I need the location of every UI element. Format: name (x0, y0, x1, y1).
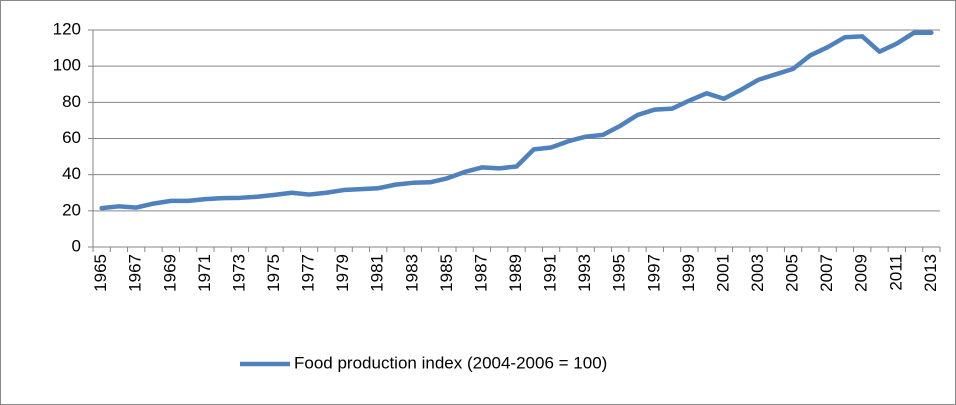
x-tick-label: 1981 (368, 254, 387, 292)
x-tick-label: 1967 (126, 254, 145, 292)
x-tick-label: 1997 (644, 254, 663, 292)
x-tick-label: 1971 (195, 254, 214, 292)
x-tick-label: 2007 (817, 254, 836, 292)
x-tick-label: 1969 (160, 254, 179, 292)
x-tick-label: 2005 (783, 254, 802, 292)
x-tick-label: 1965 (91, 254, 110, 292)
x-tick-label: 2009 (852, 254, 871, 292)
x-tick-label: 2001 (713, 254, 732, 292)
x-tick-label: 1999 (679, 254, 698, 292)
x-tick-label: 2011 (886, 254, 905, 291)
y-tick-label: 0 (72, 236, 81, 255)
x-tick-label: 1995 (610, 254, 629, 292)
x-tick-label: 1987 (471, 254, 490, 292)
x-tick-label: 1983 (402, 254, 421, 292)
x-tick-label: 1975 (264, 254, 283, 292)
x-tick-label: 1991 (541, 254, 560, 292)
x-tick-label: 1979 (333, 254, 352, 292)
y-tick-label: 40 (62, 164, 81, 183)
y-tick-label: 60 (62, 128, 81, 147)
y-tick-label: 20 (62, 200, 81, 219)
x-tick-label: 1985 (437, 254, 456, 292)
x-tick-label: 1989 (506, 254, 525, 292)
x-tick-label: 1977 (299, 254, 318, 292)
x-tick-label: 1973 (229, 254, 248, 292)
x-tick-label: 1993 (575, 254, 594, 292)
y-tick-label: 80 (62, 92, 81, 111)
y-tick-label: 120 (53, 19, 81, 38)
x-tick-label: 2013 (921, 254, 940, 292)
data-line (99, 30, 934, 211)
y-tick-label: 100 (53, 56, 81, 75)
x-tick-label: 2003 (748, 254, 767, 292)
legend-label: Food production index (2004-2006 = 100) (294, 353, 607, 372)
